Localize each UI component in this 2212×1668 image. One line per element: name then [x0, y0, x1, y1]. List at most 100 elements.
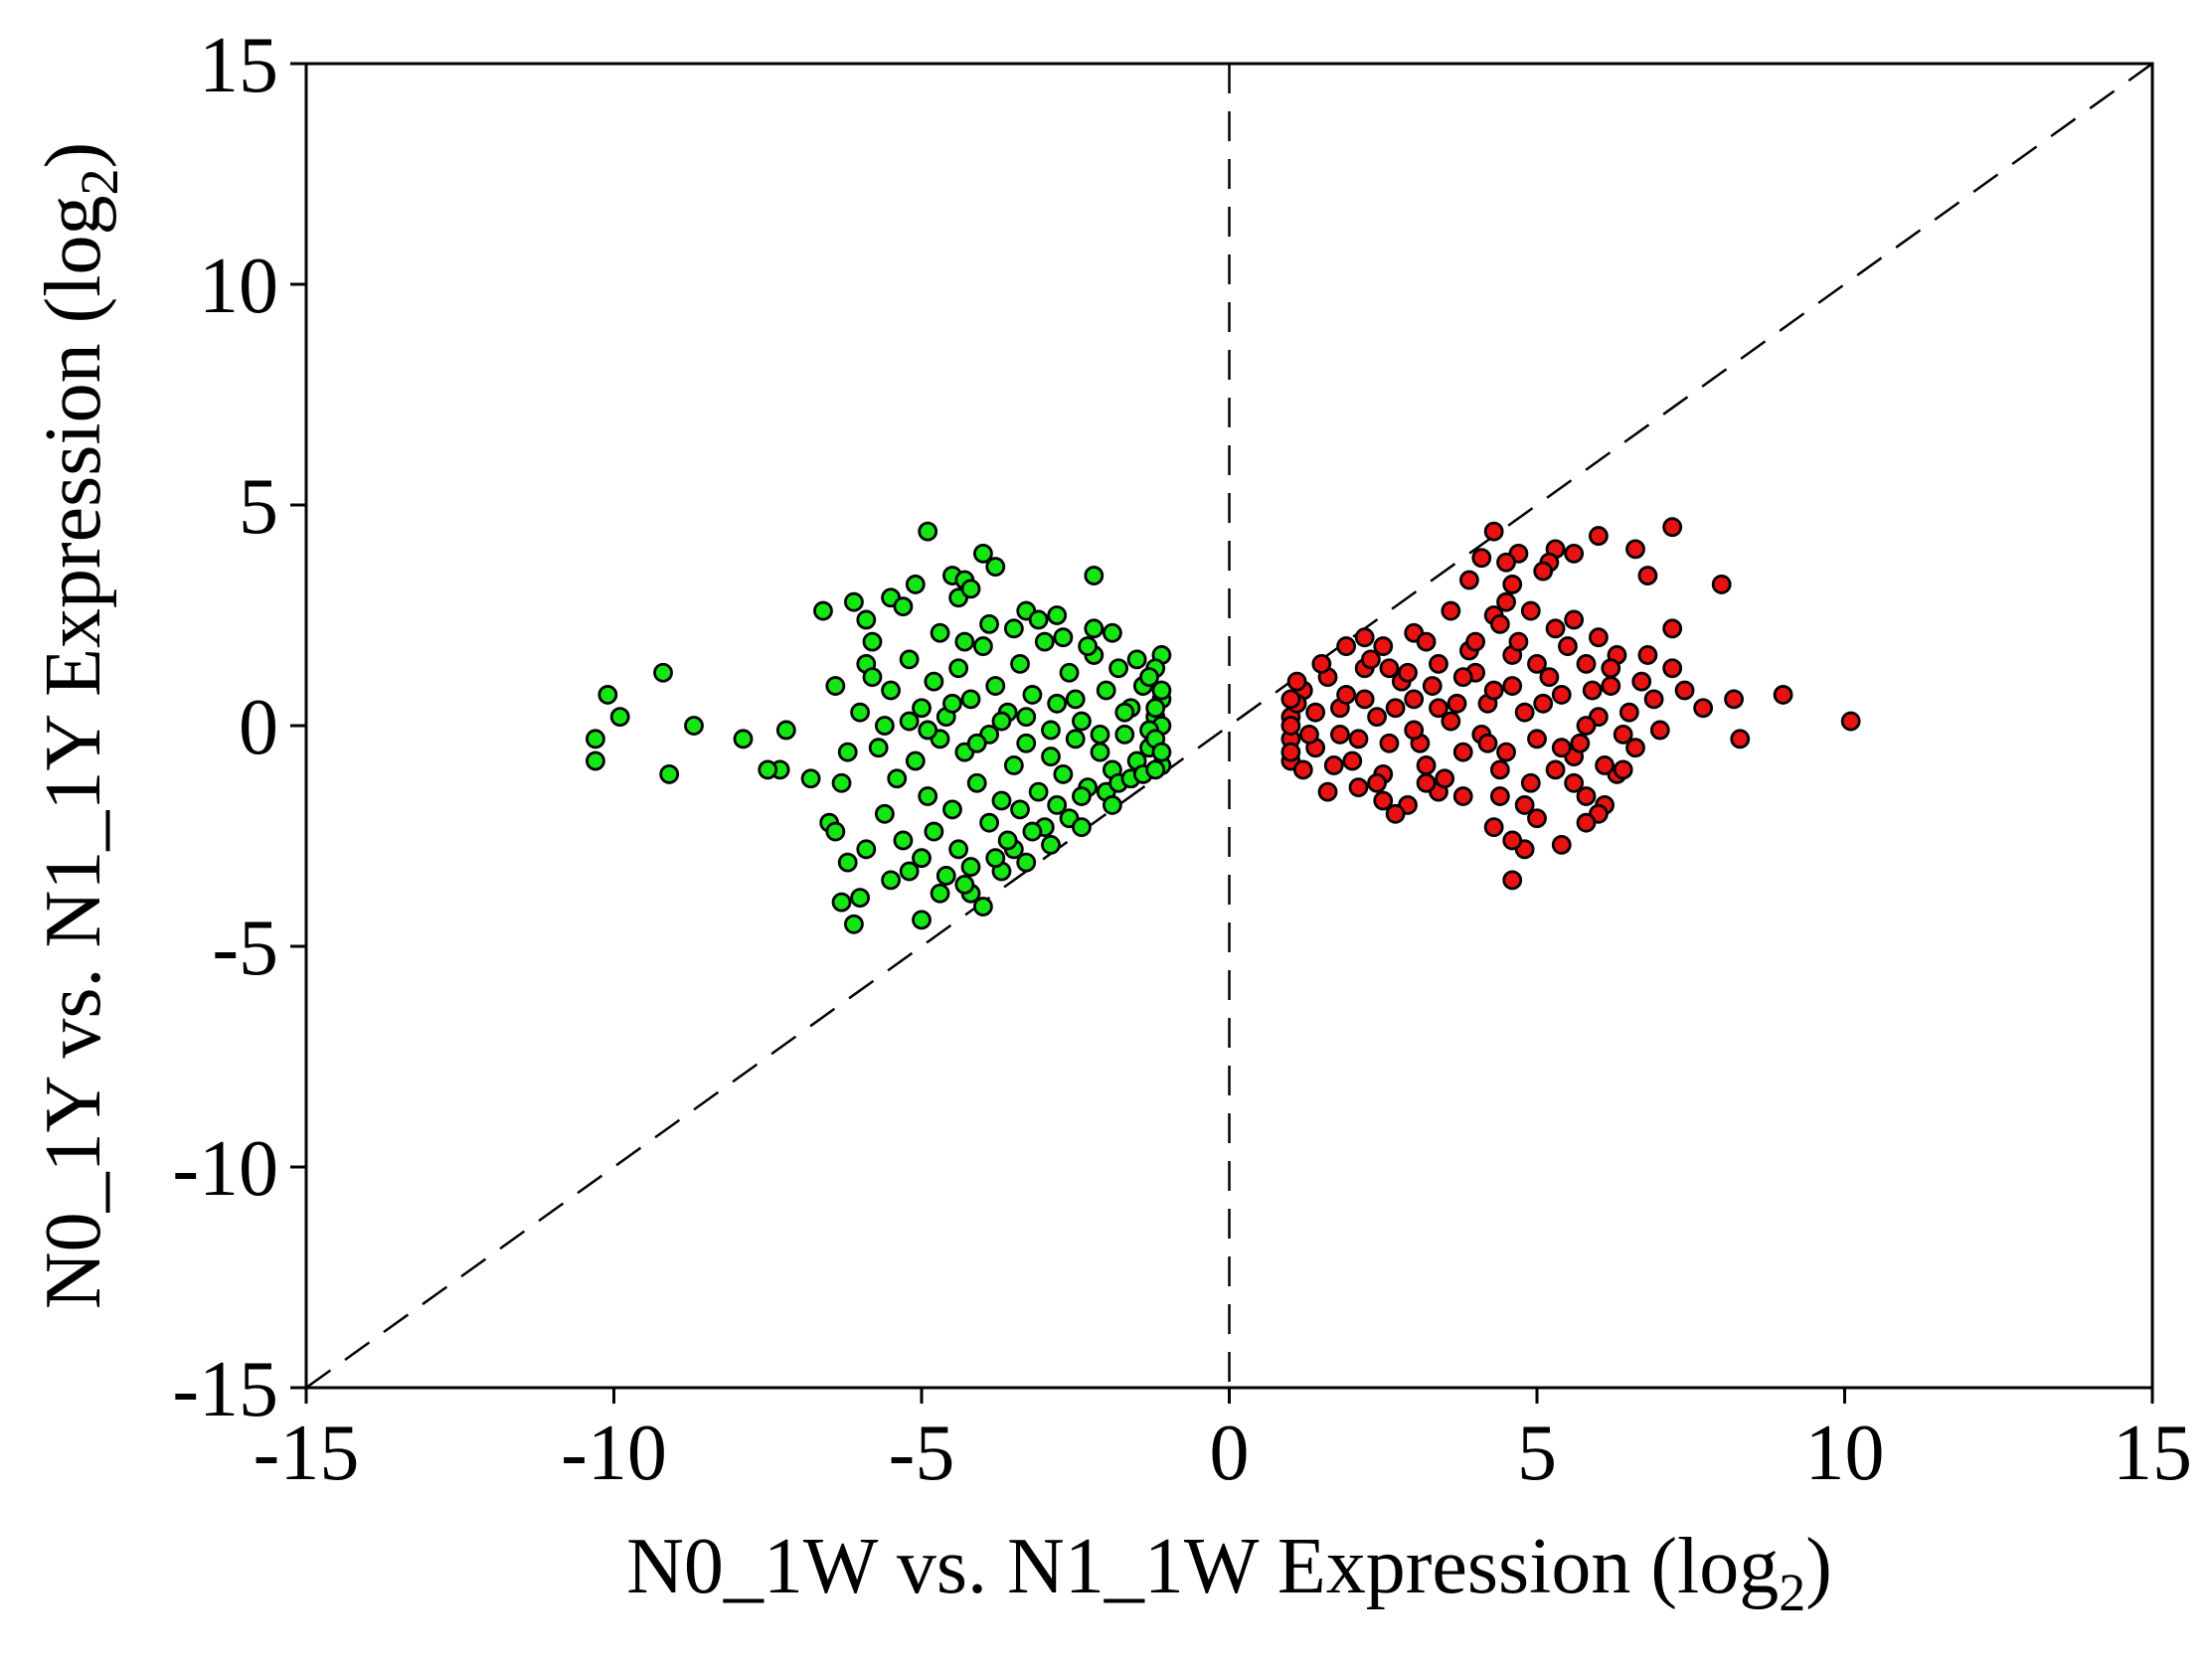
data-point	[997, 830, 1018, 851]
x-tick-label: 0	[1210, 1410, 1250, 1497]
x-tick-label: -5	[889, 1410, 955, 1497]
data-point	[948, 839, 969, 860]
data-point	[887, 768, 908, 789]
data-point	[1711, 575, 1732, 594]
data-point	[1385, 698, 1406, 719]
data-point	[1643, 689, 1664, 710]
data-point	[1028, 609, 1049, 630]
data-point	[1034, 631, 1055, 652]
data-point	[1514, 795, 1535, 815]
data-point	[1662, 517, 1683, 538]
data-point	[1010, 653, 1030, 674]
data-point	[1336, 685, 1357, 705]
series-up-points	[1280, 517, 1861, 891]
reference-lines	[305, 62, 2153, 1390]
data-point	[893, 596, 914, 617]
x-tick-label: 10	[1805, 1410, 1885, 1497]
data-point	[930, 622, 950, 643]
data-point	[960, 857, 981, 877]
data-point	[1613, 724, 1633, 745]
data-point	[1649, 720, 1670, 741]
data-point	[1429, 653, 1448, 674]
data-point	[1330, 724, 1350, 745]
data-point	[960, 579, 981, 599]
data-point	[1084, 618, 1105, 639]
data-point	[1379, 658, 1400, 679]
data-point	[899, 649, 920, 670]
data-point	[1059, 662, 1080, 683]
data-point	[1041, 720, 1061, 741]
data-point	[874, 803, 895, 824]
data-point	[1072, 711, 1092, 732]
data-point	[973, 543, 993, 564]
data-point	[1496, 591, 1516, 612]
data-point	[991, 711, 1012, 732]
data-point	[1102, 795, 1122, 815]
y-tick-label: -10	[172, 1125, 278, 1213]
x-tick-label: -10	[561, 1410, 667, 1497]
data-point	[1053, 627, 1074, 648]
data-point	[1047, 693, 1068, 714]
data-point	[954, 631, 975, 652]
data-point	[966, 733, 987, 753]
data-point	[868, 738, 889, 758]
data-point	[1072, 786, 1092, 806]
data-point	[1637, 566, 1658, 585]
data-point	[1441, 600, 1461, 621]
data-point	[1348, 729, 1369, 750]
data-point	[1551, 834, 1572, 855]
data-point	[918, 521, 938, 542]
data-point	[1022, 821, 1043, 842]
data-point	[985, 557, 1006, 578]
data-point	[850, 702, 870, 723]
data-point	[1459, 570, 1479, 590]
data-point	[1489, 786, 1510, 806]
y-axis-title: N0_1Y vs. N1_1Y Expression (log2)	[30, 142, 129, 1309]
data-point	[912, 848, 932, 869]
data-point	[1416, 755, 1437, 775]
data-point	[1564, 543, 1585, 564]
data-point	[1576, 653, 1597, 674]
data-point	[1613, 759, 1633, 780]
data-point	[1280, 716, 1301, 736]
data-point	[918, 786, 938, 806]
data-point	[973, 897, 993, 917]
data-point	[899, 711, 920, 732]
data-point	[1139, 667, 1159, 688]
data-point	[1354, 689, 1375, 710]
data-point	[1502, 870, 1523, 891]
data-point	[1582, 680, 1603, 701]
data-point	[1385, 803, 1406, 824]
data-point	[1477, 733, 1498, 753]
data-point	[991, 790, 1012, 811]
data-point	[733, 729, 754, 750]
data-point	[1545, 618, 1566, 639]
data-point	[1379, 733, 1400, 753]
data-point	[1527, 729, 1547, 750]
x-tick-label: 15	[2113, 1410, 2192, 1497]
data-point	[924, 821, 944, 842]
data-point	[1489, 613, 1510, 634]
data-point	[1674, 680, 1695, 701]
data-point	[1625, 539, 1645, 560]
data-point	[930, 883, 950, 904]
x-tick-label: -15	[254, 1410, 360, 1497]
data-point	[1551, 685, 1572, 705]
data-point	[1047, 605, 1068, 625]
data-point	[1539, 667, 1560, 688]
data-point	[1452, 786, 1473, 806]
series-down-points	[586, 521, 1172, 934]
data-point	[954, 874, 975, 895]
data-point	[1360, 649, 1381, 670]
data-point	[1422, 676, 1443, 696]
data-point	[1429, 698, 1448, 719]
data-point	[1435, 768, 1455, 789]
data-point	[1730, 729, 1751, 750]
data-point	[825, 676, 846, 696]
data-point	[985, 848, 1006, 869]
data-point	[1010, 799, 1030, 820]
data-point	[1108, 658, 1128, 679]
data-point	[942, 693, 962, 714]
data-point	[1631, 671, 1652, 692]
data-point	[1280, 689, 1301, 710]
